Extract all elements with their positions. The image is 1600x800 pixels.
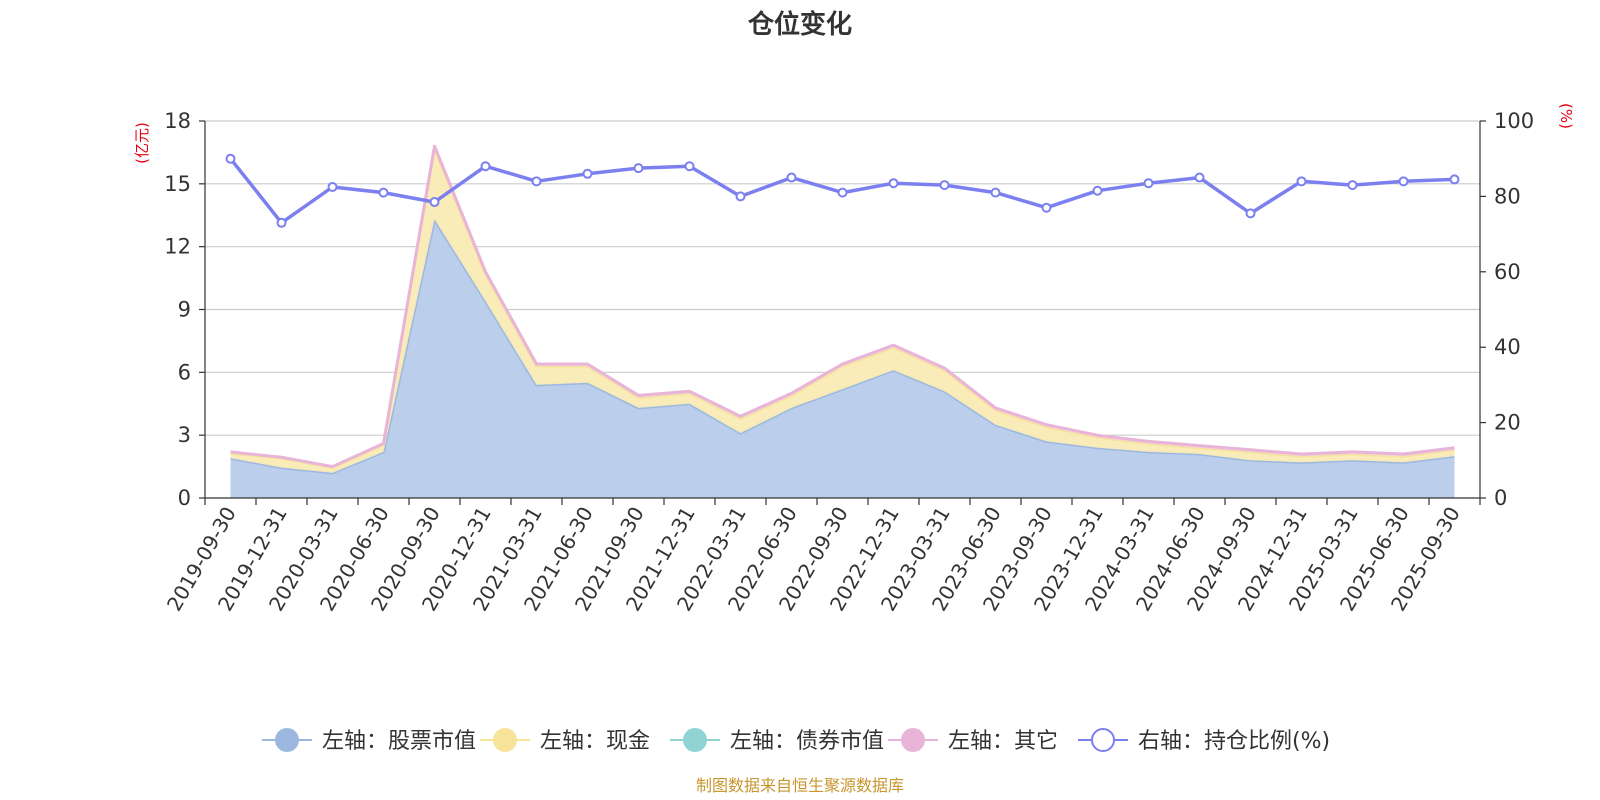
ratio-point: [990, 187, 1001, 198]
ratio-point: [837, 187, 848, 198]
ratio-point: [480, 161, 491, 172]
ratio-point: [1143, 178, 1154, 189]
left-tick-label: 0: [178, 486, 191, 510]
legend-marker: [493, 728, 517, 752]
ratio-point: [1398, 176, 1409, 187]
chart-title: 仓位变化: [747, 9, 852, 40]
left-tick-label: 18: [164, 109, 191, 133]
legend-item: 左轴：债券市值: [670, 728, 884, 754]
ratio-point: [429, 197, 440, 208]
legend-marker: [275, 728, 299, 752]
ratio-point: [1092, 185, 1103, 196]
ratio-point: [633, 163, 644, 174]
legend: 左轴：股票市值 左轴：现金 左轴：债券市值 左轴：其它 右轴：持仓比例(%): [262, 728, 1330, 754]
ratio-point: [327, 181, 338, 192]
ratio-point: [378, 187, 389, 198]
ratio-point: [582, 168, 593, 179]
ratio-point: [1041, 202, 1052, 213]
legend-marker: [1091, 728, 1115, 752]
left-tick-label: 6: [178, 360, 191, 384]
ratio-point: [276, 217, 287, 228]
legend-label: 左轴：现金: [540, 729, 650, 754]
legend-label: 左轴：股票市值: [322, 729, 476, 754]
right-tick-label: 100: [1494, 109, 1534, 133]
legend-item: 右轴：持仓比例(%): [1078, 728, 1330, 754]
ratio-point: [531, 176, 542, 187]
left-tick-label: 3: [178, 423, 191, 447]
ratio-point: [1296, 176, 1307, 187]
legend-item: 左轴：股票市值: [262, 728, 476, 754]
legend-label: 左轴：债券市值: [730, 729, 884, 754]
source-note: 制图数据来自恒生聚源数据库: [696, 776, 904, 795]
left-tick-label: 9: [178, 298, 191, 322]
left-tick-label: 15: [164, 172, 191, 196]
right-tick-label: 60: [1494, 260, 1521, 284]
legend-label: 右轴：持仓比例(%): [1138, 729, 1330, 754]
legend-label: 左轴：其它: [948, 729, 1058, 754]
legend-item: 左轴：现金: [480, 728, 650, 754]
right-tick-label: 0: [1494, 486, 1507, 510]
ratio-line: [225, 153, 1460, 228]
area-左轴：股票市值: [230, 219, 1455, 498]
right-axis-unit: (%): [1557, 103, 1575, 129]
ratio-point: [735, 191, 746, 202]
ratio-point: [939, 180, 950, 191]
ratio-point: [888, 178, 899, 189]
ratio-point: [1194, 172, 1205, 183]
area-edge-左轴：其它: [230, 144, 1455, 469]
ratio-point: [1449, 174, 1460, 185]
ratio-point: [684, 161, 695, 172]
right-tick-label: 40: [1494, 335, 1521, 359]
right-tick-label: 80: [1494, 184, 1521, 208]
ratio-point: [225, 153, 236, 164]
legend-item: 左轴：其它: [888, 728, 1058, 754]
ratio-point: [786, 172, 797, 183]
legend-marker: [901, 728, 925, 752]
ratio-point: [1347, 180, 1358, 191]
ratio-point: [1245, 208, 1256, 219]
right-tick-label: 20: [1494, 411, 1521, 435]
left-axis-unit: (亿元): [133, 122, 151, 164]
stacked-areas: [230, 144, 1455, 498]
legend-marker: [683, 728, 707, 752]
left-tick-label: 12: [164, 235, 191, 259]
